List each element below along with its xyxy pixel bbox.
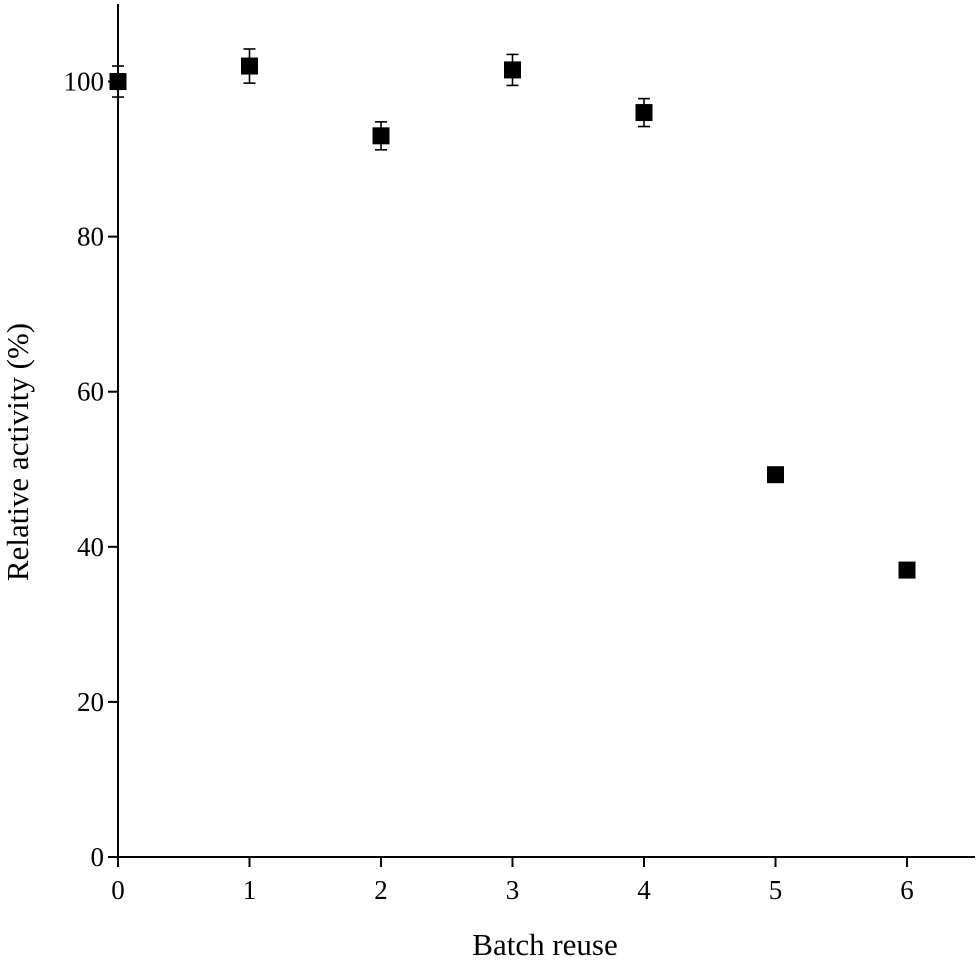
data-point (635, 97, 653, 128)
y-tick-label: 100 (64, 67, 105, 97)
data-points (109, 48, 916, 579)
square-marker (767, 466, 784, 484)
x-tick-label: 5 (769, 875, 783, 905)
y-tick-label: 0 (91, 842, 105, 872)
x-tick-label: 6 (900, 875, 914, 905)
square-marker (241, 57, 258, 75)
axes (117, 4, 975, 858)
y-tick-label: 60 (77, 377, 104, 407)
data-point (504, 53, 521, 87)
square-marker (372, 127, 390, 145)
x-tick-label: 4 (637, 875, 651, 905)
square-marker (898, 561, 916, 579)
y-axis-title: Relative activity (%) (0, 323, 35, 581)
data-point (898, 561, 916, 579)
y-axis-ticks: 0 20 40 60 80 100 (64, 67, 118, 872)
x-tick-label: 2 (374, 875, 388, 905)
x-tick-label: 0 (111, 875, 125, 905)
data-point (109, 65, 127, 98)
x-axis-title: Batch reuse (472, 927, 617, 962)
data-point (372, 121, 390, 151)
y-tick-label: 20 (77, 687, 104, 717)
y-tick-label: 40 (77, 532, 104, 562)
square-marker (635, 104, 653, 122)
data-point (241, 48, 258, 84)
x-tick-label: 3 (506, 875, 520, 905)
square-marker (504, 61, 521, 79)
data-point (767, 466, 784, 484)
x-axis-ticks: 0 1 2 3 4 5 6 (111, 857, 914, 905)
square-marker (109, 73, 127, 91)
x-tick-label: 1 (243, 875, 257, 905)
y-tick-label: 80 (77, 222, 104, 252)
